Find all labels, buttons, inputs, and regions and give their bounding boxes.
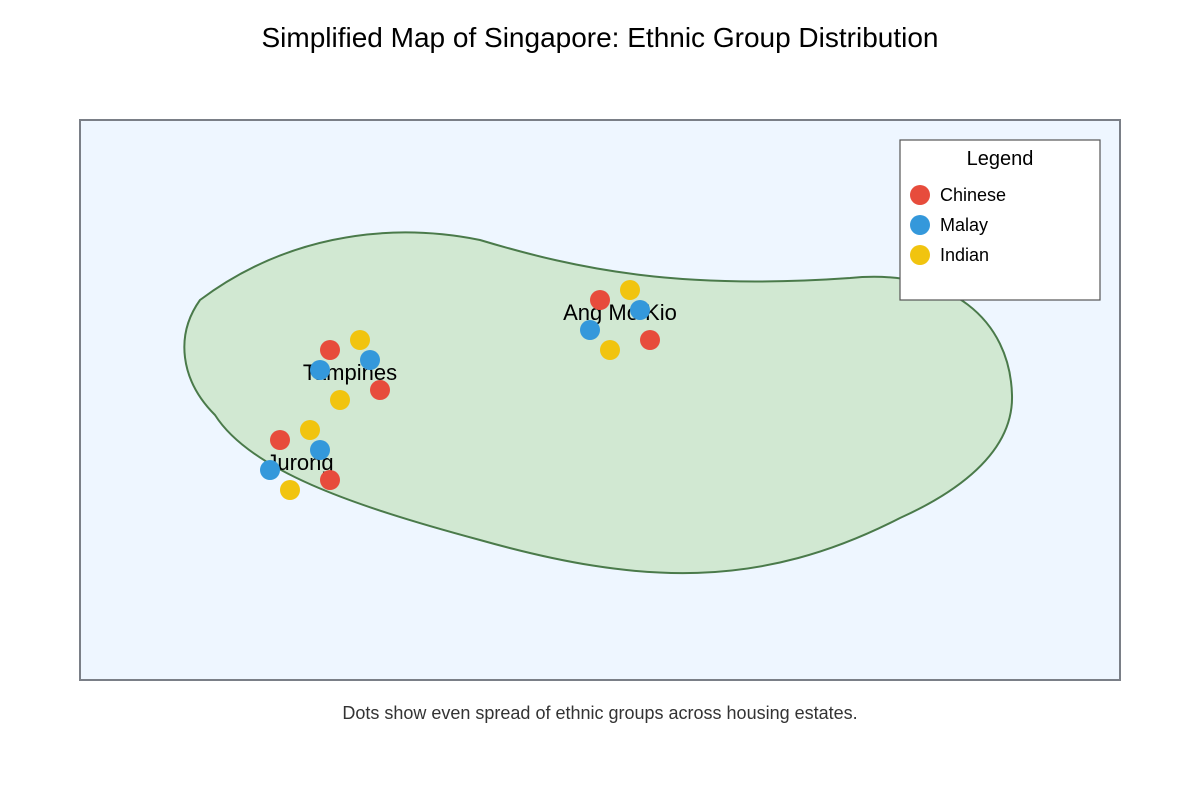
jurong-indian-dot (280, 480, 300, 500)
legend-label-malay: Malay (940, 215, 988, 235)
jurong-malay-dot (310, 440, 330, 460)
ang-mo-kio-chinese-dot (640, 330, 660, 350)
legend-item-malay: Malay (910, 215, 988, 235)
tampines-indian-dot (330, 390, 350, 410)
estate-ang-mo-kio: Ang Mo Kio (563, 280, 677, 360)
estate-tampines: Tampines (303, 330, 397, 410)
dot-group-tampines (310, 330, 390, 410)
jurong-indian-dot (300, 420, 320, 440)
legend-dot-chinese (910, 185, 930, 205)
tampines-malay-dot (310, 360, 330, 380)
legend-item-indian: Indian (910, 245, 989, 265)
tampines-malay-dot (360, 350, 380, 370)
legend: Legend Chinese Malay Indian (899, 139, 1101, 301)
legend-label-indian: Indian (940, 245, 989, 265)
legend-dot-indian (910, 245, 930, 265)
legend-title: Legend (967, 148, 1034, 170)
tampines-chinese-dot (320, 340, 340, 360)
singapore-island (183, 231, 1014, 575)
jurong-chinese-dot (270, 430, 290, 450)
estate-layer: Ang Mo Kio Tampines Jurong (260, 280, 677, 500)
dot-group-jurong (260, 420, 340, 500)
estate-label-ang-mo-kio: Ang Mo Kio (563, 300, 677, 325)
legend-item-chinese: Chinese (910, 185, 1006, 205)
estate-jurong: Jurong (260, 420, 340, 500)
ang-mo-kio-malay-dot (580, 320, 600, 340)
jurong-malay-dot (260, 460, 280, 480)
ang-mo-kio-indian-dot (600, 340, 620, 360)
dot-group-ang-mo-kio (580, 280, 660, 360)
map-caption: Dots show even spread of ethnic groups a… (342, 703, 858, 723)
map-title: Simplified Map of Singapore: Ethnic Grou… (261, 22, 939, 53)
legend-box (899, 139, 1101, 301)
legend-label-chinese: Chinese (940, 185, 1006, 205)
ang-mo-kio-indian-dot (620, 280, 640, 300)
ang-mo-kio-chinese-dot (590, 290, 610, 310)
legend-dot-malay (910, 215, 930, 235)
tampines-indian-dot (350, 330, 370, 350)
tampines-chinese-dot (370, 380, 390, 400)
ang-mo-kio-malay-dot (630, 300, 650, 320)
jurong-chinese-dot (320, 470, 340, 490)
